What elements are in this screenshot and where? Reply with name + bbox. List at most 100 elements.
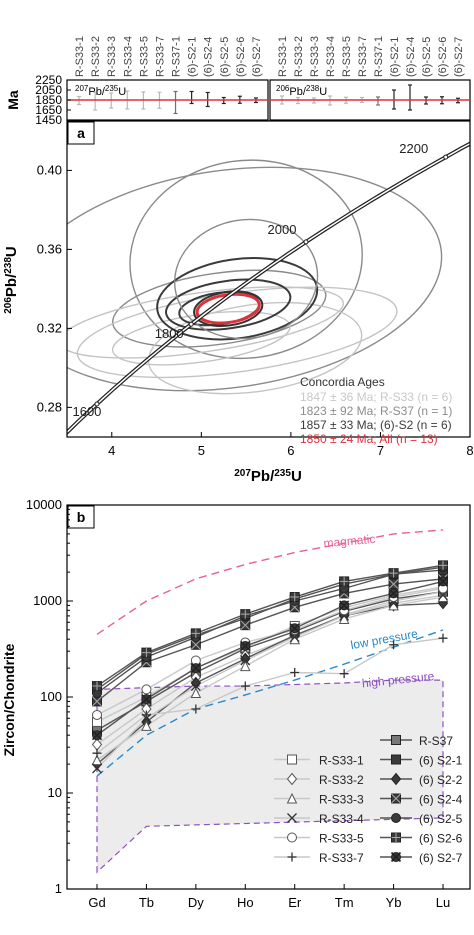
sample-label: (6)-S2-5 [421, 37, 433, 77]
sample-label: (6)-S2-6 [437, 37, 449, 77]
sample-label: R-S33-1 [277, 36, 289, 77]
error-ellipse [67, 286, 344, 359]
ree-series [91, 560, 449, 774]
sample-label: R-S33-3 [106, 36, 118, 77]
concordia-age-marker [188, 321, 194, 327]
legend-entry: 1850 ± 24 Ma; All (n = 13) [300, 432, 438, 446]
error-ellipse [147, 301, 363, 395]
x-tick-label: 6 [287, 443, 294, 458]
x-tick-label: Yb [386, 895, 402, 910]
series-line [96, 580, 444, 736]
plus-marker [290, 667, 300, 677]
x-marker [92, 763, 102, 774]
panel-a-tag: a [77, 125, 85, 141]
series-line [96, 578, 444, 702]
error-ellipse [112, 269, 327, 348]
sample-label: (6)-S2-1 [187, 37, 199, 77]
age-bars-207 [67, 90, 268, 115]
series-line [96, 564, 444, 687]
age-tick-label: 1450 [35, 113, 62, 127]
plus-box-cross [240, 609, 250, 619]
legend-label: (6) S2-7 [419, 851, 463, 865]
y-tick-label: 0.36 [37, 241, 62, 256]
sample-label: (6)-S2-4 [203, 37, 215, 77]
x-circle-cross [339, 600, 350, 611]
circle-marker [391, 813, 401, 823]
plus-box-cross [92, 681, 102, 691]
field-line [96, 529, 444, 635]
legend-entry: 1847 ± 36 Ma; R-S33 (n = 6) [300, 390, 452, 404]
plus-marker [141, 710, 151, 720]
plus-box-cross [141, 648, 151, 658]
plus-box-cross [391, 833, 401, 842]
age-tick-label: 2050 [35, 83, 62, 97]
error-ellipse [165, 278, 292, 331]
series-line [96, 566, 444, 694]
ree-legend: R-S37 R-S33-1 (6) S2-1 R-S33-2 (6) S2-2 R-S33… [274, 734, 463, 865]
y-tick-label: 10 [48, 785, 62, 800]
x-tick-label: Er [288, 895, 302, 910]
triangle-marker [239, 660, 251, 672]
x-tick-label: Lu [436, 895, 450, 910]
sample-label: (6)-S2-5 [219, 37, 231, 77]
ree-axes: Gd Tb Dy Ho Er Tm Yb Lu 1 10 100 1000 10000 [26, 497, 450, 910]
legend-label: (6) S2-6 [419, 832, 463, 846]
sample-label: R-S37-1 [171, 36, 183, 77]
x-tick-label: 8 [466, 443, 473, 458]
panel-a-tag-box [67, 121, 95, 145]
legend-label: R-S33-3 [319, 793, 364, 807]
x-circle-cross [91, 730, 103, 741]
legend-label: R-S33-2 [319, 773, 364, 787]
concordia-age-label: 2000 [268, 222, 297, 237]
concordia-age-label: 2200 [399, 141, 428, 156]
ree-y-title: Zircon/Chondrite [1, 643, 17, 756]
sample-label: R-S33-4 [325, 36, 337, 77]
field-label: magmatic [323, 532, 376, 550]
series-line [96, 596, 444, 761]
mean-ellipse-outline [193, 290, 264, 327]
plus-box-cross [339, 576, 349, 586]
error-ellipse [173, 218, 319, 340]
concordia-age-marker [94, 401, 100, 407]
series-line [96, 591, 444, 746]
x-tick-label: 7 [377, 443, 384, 458]
legend-title: Concordia Ages [300, 375, 385, 389]
plus-box-cross [290, 592, 300, 602]
concordia-frame [66, 120, 471, 438]
series-line [96, 594, 444, 769]
sample-label: (6)-S2-6 [235, 37, 247, 77]
high-pressure-field [96, 679, 444, 874]
plus-marker [92, 748, 102, 758]
x-box-cross [240, 620, 251, 631]
x-circle-cross [190, 663, 201, 674]
x-marker [190, 681, 201, 692]
y-tick-label: 10000 [26, 497, 62, 512]
concordia-y-title: 206Pb/238U [3, 246, 20, 314]
y-tick-label: 1 [55, 881, 62, 896]
legend-label: R-S33-4 [319, 812, 364, 826]
x-circle-cross [240, 640, 251, 652]
age-bars-206 [270, 84, 470, 111]
x-circle-cross [437, 576, 449, 587]
concordia-x-title: 207Pb/235U [234, 468, 302, 485]
x-tick-label: Ho [237, 895, 254, 910]
error-ellipse [195, 292, 261, 325]
x-tick-label: Dy [188, 895, 204, 910]
sample-label: R-S33-4 [122, 36, 134, 77]
concordia-age-marker [303, 239, 309, 245]
circle-marker [92, 709, 102, 720]
legend-label: (6) S2-4 [419, 793, 463, 807]
sample-label: R-S33-2 [293, 36, 305, 77]
sample-label: (6)-S2-7 [453, 37, 465, 77]
square-marker [391, 735, 401, 745]
panel-b-tag-box [67, 505, 95, 529]
sample-label: R-S33-7 [154, 36, 166, 77]
x-circle-cross [390, 851, 402, 863]
y-tick-label: 1000 [33, 593, 62, 608]
x-tick-label: 4 [108, 443, 115, 458]
y-tick-label: 0.40 [37, 162, 62, 177]
sample-label: R-S37-1 [373, 36, 385, 77]
